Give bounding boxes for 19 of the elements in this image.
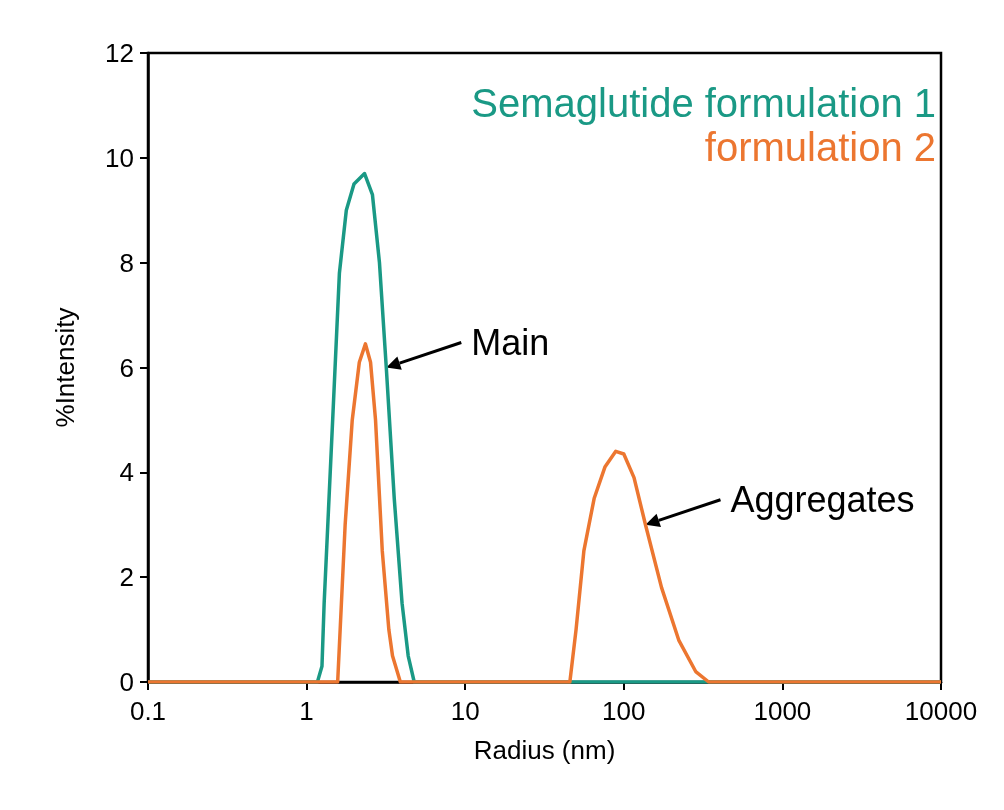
x-tick-label: 1000 <box>753 696 812 726</box>
y-axis-title: %Intensity <box>50 307 80 428</box>
text: Semaglutide formulation 1 <box>471 81 936 125</box>
y-tick-label: 4 <box>119 457 134 488</box>
y-tick-label: 2 <box>119 562 134 593</box>
y-tick-label: 12 <box>105 38 134 68</box>
x-tick-label: 1 <box>299 696 314 726</box>
y-tick-label: 6 <box>119 352 134 383</box>
y-tick-label: 8 <box>119 247 134 278</box>
text: formulation 2 <box>704 125 936 169</box>
x-tick-label: 100 <box>602 696 646 726</box>
annotation: Main <box>471 322 550 363</box>
y-tick-label: 10 <box>105 142 134 173</box>
x-tick-label: 10000 <box>904 696 978 726</box>
x-tick-label: 10 <box>450 696 480 726</box>
x-axis-title: Radius (nm) <box>473 735 616 765</box>
y-tick-label: 0 <box>119 667 134 697</box>
x-tick-label: 0.1 <box>129 696 167 726</box>
annotation: Aggregates <box>730 479 915 521</box>
